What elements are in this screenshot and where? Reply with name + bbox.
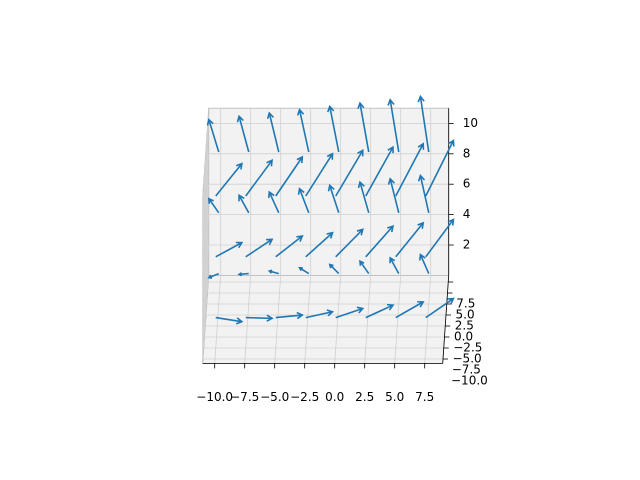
grid-line	[214, 275, 222, 364]
arrow	[425, 297, 455, 319]
arrow	[305, 231, 334, 258]
arrow	[296, 108, 310, 153]
x-tick-label: −5.0	[260, 390, 289, 404]
arrow	[305, 309, 335, 319]
arrow	[215, 316, 244, 325]
arrow	[417, 173, 430, 213]
arrow	[327, 183, 340, 214]
x-tick-label: −2.5	[290, 390, 319, 404]
arrow	[245, 159, 274, 197]
arrow	[328, 263, 340, 275]
grid-line	[244, 275, 252, 364]
grid-line	[364, 275, 372, 364]
arrow	[298, 266, 310, 275]
arrow	[389, 256, 400, 274]
arrow	[359, 259, 370, 275]
arrow	[357, 180, 370, 214]
y-tick-label: −5.0	[453, 352, 482, 366]
y-tick-label: 5.0	[456, 308, 475, 322]
arrow	[275, 155, 304, 197]
z-tick-label: 6	[463, 177, 471, 191]
arrow	[387, 177, 400, 213]
grid-line	[202, 214, 210, 303]
grid-line	[274, 275, 282, 364]
grid-line	[202, 153, 210, 242]
arrow	[425, 218, 455, 258]
arrow	[238, 193, 250, 214]
y-tick-label: 0.0	[454, 330, 473, 344]
x-tick-label: 0.0	[325, 390, 344, 404]
z-tick-label: 10	[463, 116, 478, 130]
arrow	[417, 94, 430, 153]
arrow	[365, 145, 394, 197]
arrow	[297, 187, 310, 214]
y-tick-label: 7.5	[456, 297, 475, 311]
y-tick-label: 2.5	[455, 319, 474, 333]
arrow	[335, 149, 364, 197]
y-tick-label: −2.5	[453, 341, 482, 355]
back-pane	[208, 107, 450, 276]
arrow	[357, 101, 370, 153]
grid-line	[334, 275, 342, 364]
arrow	[395, 301, 425, 319]
x-tick-label: −7.5	[230, 390, 259, 404]
arrow	[267, 190, 280, 214]
arrow	[215, 162, 243, 197]
grid-line	[424, 275, 432, 364]
x-tick-label: 7.5	[415, 390, 434, 404]
arrow	[425, 139, 455, 197]
grid-line	[304, 275, 312, 364]
arrow	[236, 114, 250, 153]
arrow	[266, 111, 280, 153]
arrow	[275, 311, 304, 320]
z-tick-label: 4	[463, 207, 471, 221]
arrow	[327, 104, 340, 153]
arrow	[418, 253, 430, 274]
arrow	[206, 118, 220, 153]
y-tick-label: −7.5	[452, 363, 481, 377]
y-tick-label: −10.0	[451, 374, 488, 388]
x-tick-label: 2.5	[355, 390, 374, 404]
arrow	[335, 306, 365, 319]
grid-line	[202, 184, 210, 273]
arrow	[305, 152, 334, 197]
arrow	[245, 314, 274, 322]
arrow	[335, 228, 364, 258]
z-tick-label: 8	[463, 146, 471, 160]
x-tick-label: −10.0	[196, 390, 233, 404]
arrow	[365, 303, 395, 319]
arrow	[237, 272, 249, 277]
grid-line	[394, 275, 402, 364]
arrow	[207, 272, 220, 279]
z-tick-label: 2	[463, 238, 471, 252]
arrow	[207, 197, 220, 214]
x-tick-label: 5.0	[385, 390, 404, 404]
arrow	[395, 142, 425, 197]
arrow	[267, 269, 279, 275]
arrow	[245, 238, 274, 258]
arrow	[365, 224, 395, 258]
arrow	[275, 235, 304, 258]
grid-line	[202, 123, 210, 212]
y-axis	[442, 275, 450, 364]
arrow	[387, 98, 400, 153]
arrow	[215, 241, 244, 258]
arrow	[395, 221, 425, 258]
grid-line	[202, 244, 210, 334]
